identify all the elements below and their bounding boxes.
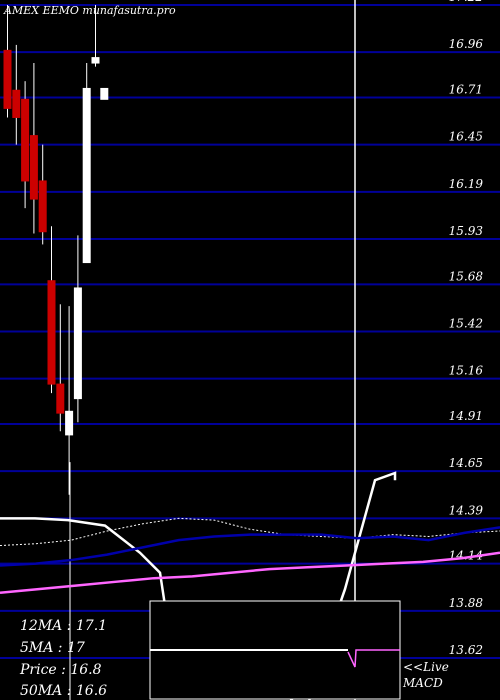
y-tick-label: 13.62 <box>449 643 483 657</box>
candle-down <box>29 135 38 200</box>
candle-up <box>73 287 82 400</box>
y-tick-label: 15.68 <box>449 269 484 283</box>
chart-title: AMEX EEMO munafasutra.pro <box>3 4 176 17</box>
line-dotted <box>0 517 500 547</box>
macd-name-label: MACD <box>402 676 443 690</box>
candle-down <box>21 98 30 182</box>
candle-down <box>3 49 12 109</box>
candle-up <box>82 87 91 264</box>
candle-up <box>65 410 74 436</box>
y-tick-label: 13.88 <box>449 596 484 610</box>
candles <box>3 5 109 700</box>
y-tick-label: 16.45 <box>449 130 483 144</box>
legend: 12MA : 17.1 5MA : 17 Price : 16.8 50MA :… <box>19 618 107 699</box>
candle-down <box>47 280 56 385</box>
legend-12ma: 12MA : 17.1 <box>20 618 107 634</box>
y-tick-label: 14.91 <box>449 409 483 423</box>
y-tick-label: 16.96 <box>449 37 484 51</box>
y-tick-label: 17.22 <box>449 0 483 4</box>
y-tick-label: 14.65 <box>449 456 483 470</box>
candle-down <box>56 383 65 414</box>
y-tick-label: 16.19 <box>449 177 484 191</box>
candle-down <box>38 180 47 233</box>
candle-up <box>91 57 100 64</box>
macd-signal <box>347 649 400 668</box>
legend-price: Price : 16.8 <box>19 662 102 678</box>
line-50ma <box>0 551 500 594</box>
y-tick-label: 16.71 <box>449 83 483 97</box>
y-tick-label: 14.39 <box>449 503 484 517</box>
legend-5ma: 5MA : 17 <box>20 640 85 656</box>
legend-50ma: 50MA : 16.6 <box>20 683 107 699</box>
candle-down <box>12 89 21 118</box>
macd-panel: <<Live MACD <box>149 600 449 700</box>
y-tick-label: 15.93 <box>449 224 484 238</box>
line-12ma <box>0 526 500 567</box>
y-tick-label: 15.42 <box>449 317 483 331</box>
candle-up <box>100 87 109 100</box>
macd-live-label: <<Live <box>403 660 449 674</box>
y-tick-label: 15.16 <box>449 364 484 378</box>
